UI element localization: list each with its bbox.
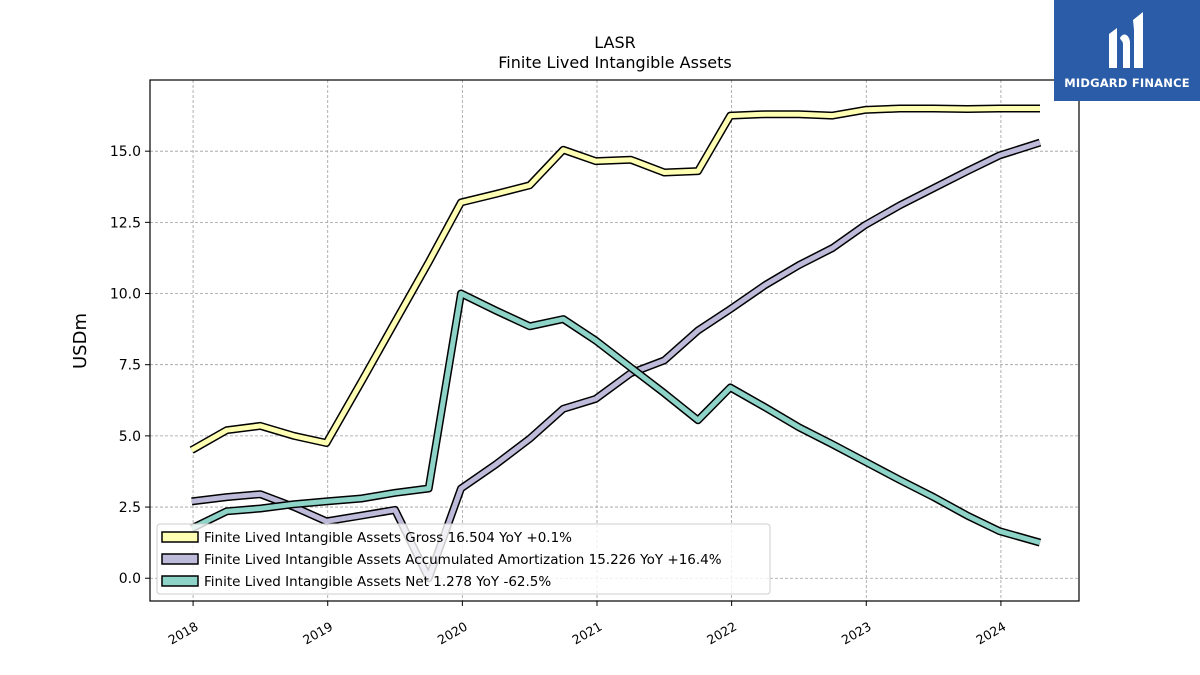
- y-tick-label: 5.0: [119, 429, 141, 445]
- brand-logo: MIDGARD FINANCE: [1054, 0, 1200, 101]
- y-axis-label: USDm: [70, 313, 91, 369]
- y-tick-label: 2.5: [119, 500, 141, 516]
- legend-swatch: [161, 575, 199, 587]
- series-line: [190, 106, 1040, 453]
- legend-label: Finite Lived Intangible Assets Gross 16.…: [204, 530, 572, 546]
- brand-name: MIDGARD FINANCE: [1064, 76, 1190, 90]
- x-tick-label: 2022: [704, 619, 739, 648]
- y-tick-label: 7.5: [119, 358, 141, 374]
- x-tick-label: 2020: [435, 619, 470, 648]
- x-tick-label: 2021: [569, 619, 604, 648]
- chart-title: LASR: [594, 33, 636, 52]
- x-tick-label: 2024: [973, 619, 1008, 648]
- logo-mark-icon: [1109, 12, 1143, 68]
- series-3: [189, 289, 1042, 547]
- legend-swatch: [161, 553, 199, 565]
- series-1: [189, 104, 1040, 454]
- legend-label: Finite Lived Intangible Assets Accumulat…: [204, 552, 722, 568]
- legend: Finite Lived Intangible Assets Gross 16.…: [156, 523, 771, 595]
- legend-swatch: [161, 531, 199, 543]
- x-tick-label: 2023: [839, 619, 874, 648]
- y-tick-label: 15.0: [110, 144, 141, 160]
- x-tick-label: 2018: [166, 619, 201, 648]
- series-line: [190, 291, 1041, 546]
- y-tick-label: 12.5: [110, 215, 141, 231]
- plot-area: [149, 79, 1080, 602]
- y-tick-label: 10.0: [110, 287, 141, 303]
- legend-label: Finite Lived Intangible Assets Net 1.278…: [204, 574, 551, 590]
- legend-box: [156, 523, 771, 595]
- series-2: [191, 138, 1042, 583]
- legend-item: Finite Lived Intangible Assets Accumulat…: [161, 552, 722, 568]
- series-lines: [189, 104, 1042, 583]
- chart-subtitle: Finite Lived Intangible Assets: [498, 53, 731, 72]
- legend-item: Finite Lived Intangible Assets Net 1.278…: [161, 574, 551, 590]
- y-tick-label: 0.0: [119, 571, 141, 587]
- x-tick-label: 2019: [300, 619, 335, 648]
- series-line: [191, 140, 1041, 581]
- series-line-outline: [189, 289, 1042, 547]
- legend-item: Finite Lived Intangible Assets Gross 16.…: [161, 530, 572, 546]
